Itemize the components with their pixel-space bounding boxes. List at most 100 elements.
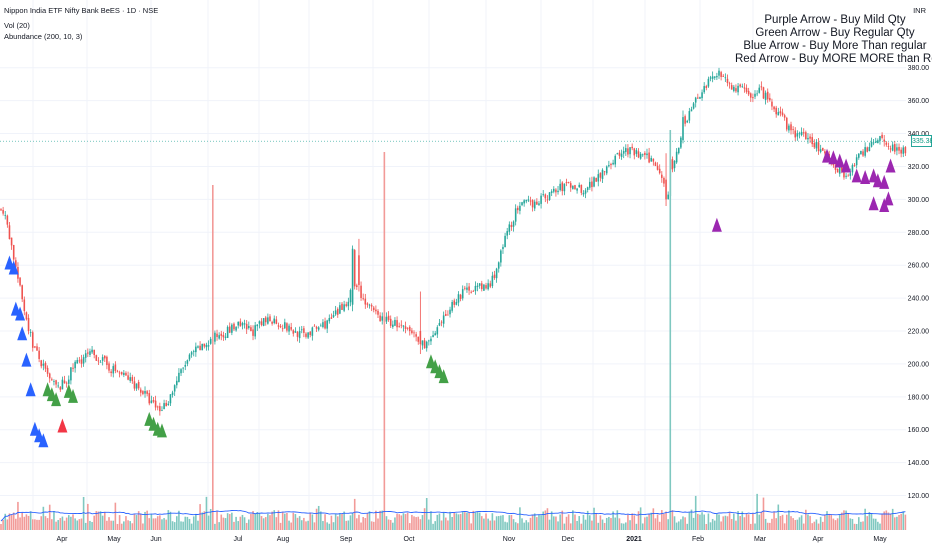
candle-body: [688, 111, 691, 121]
candle-body: [315, 327, 318, 329]
candle-body: [866, 147, 869, 152]
abundance-indicator-label[interactable]: Abundance (200, 10, 3): [4, 32, 83, 41]
candle-body: [245, 323, 248, 330]
volume-bar: [139, 514, 142, 530]
candle-body: [654, 162, 657, 166]
candle-body: [817, 142, 820, 152]
volume-bar: [508, 515, 511, 530]
x-tick-label: Aug: [277, 536, 290, 543]
candle-body: [845, 175, 847, 177]
candle-body: [4, 215, 7, 216]
candle-body: [656, 165, 659, 170]
volume-bar: [536, 517, 538, 530]
candle-body: [214, 332, 216, 342]
candle-body: [258, 321, 261, 324]
volume-bar: [89, 520, 91, 530]
candle-body: [169, 394, 172, 404]
volume-bar: [851, 518, 854, 530]
candle-body: [364, 298, 367, 305]
purple-arrow: [868, 196, 879, 211]
candle-body: [237, 321, 240, 326]
volume-bar: [661, 510, 663, 530]
candle-body: [519, 205, 521, 211]
volume-bar: [682, 516, 684, 530]
volume-bar: [315, 508, 318, 530]
candle-body: [447, 314, 449, 316]
volume-bar: [821, 521, 824, 530]
candle-body: [415, 334, 417, 337]
volume-bar: [749, 523, 752, 530]
volume-bar: [673, 516, 676, 530]
volume-bar: [330, 515, 333, 530]
volume-bar: [887, 512, 890, 530]
volume-bar: [654, 518, 657, 530]
volume-bar: [294, 514, 297, 530]
volume-bar: [264, 517, 267, 530]
volume-bar: [817, 523, 820, 530]
candle-body: [44, 362, 47, 369]
x-tick-label: Nov: [503, 536, 516, 543]
volume-bar: [72, 514, 74, 530]
volume-bar: [610, 517, 612, 530]
candle-body: [735, 88, 737, 92]
purple-arrow: [851, 168, 862, 183]
symbol-title[interactable]: Nippon India ETF Nifty Bank BeES · 1D · …: [4, 6, 159, 15]
volume-bar: [398, 514, 400, 530]
candle-body: [292, 330, 295, 334]
candle-body: [891, 144, 894, 151]
volume-bar: [396, 513, 398, 530]
candle-body: [59, 387, 62, 390]
y-tick-label: 160.00: [908, 427, 930, 434]
volume-bar: [385, 516, 388, 530]
candle-body: [233, 323, 235, 330]
candle-body: [737, 85, 739, 93]
candle-body: [216, 333, 218, 337]
volume-indicator-label[interactable]: Vol (20): [4, 21, 30, 30]
volume-bar: [387, 519, 390, 530]
candle-body: [864, 147, 866, 156]
volume-bar: [796, 519, 799, 530]
volume-bar: [773, 511, 775, 530]
volume-bar: [159, 515, 161, 530]
volume-bar: [419, 519, 422, 530]
volume-bar: [42, 506, 45, 530]
volume-bar: [288, 520, 290, 530]
volume-bar: [811, 523, 813, 530]
candle-body: [67, 379, 70, 384]
volume-bar: [455, 513, 458, 530]
candle-body: [133, 381, 136, 389]
candle-body: [188, 354, 191, 360]
candle-body: [118, 372, 121, 374]
candle-body: [752, 97, 754, 99]
volume-bar: [771, 518, 773, 530]
volume-bar: [6, 519, 9, 530]
volume-bar: [853, 523, 856, 530]
volume-bar: [29, 511, 32, 530]
candle-body: [218, 335, 220, 339]
volume-bar: [684, 517, 686, 530]
volume-bar: [59, 518, 62, 530]
candle-body: [31, 332, 34, 348]
candle-body: [847, 175, 849, 177]
candle-body: [394, 319, 396, 326]
volume-bar: [169, 511, 172, 530]
candle-body: [311, 327, 314, 336]
candle-body: [531, 200, 534, 208]
candle-body: [99, 361, 102, 363]
y-tick-label: 120.00: [908, 493, 930, 500]
volume-bar: [351, 512, 354, 530]
candle-body: [428, 340, 430, 342]
candle-body: [747, 90, 750, 95]
volume-bar: [790, 516, 792, 530]
volume-bar: [798, 517, 801, 530]
volume-bar: [512, 519, 515, 530]
volume-bar: [447, 520, 449, 530]
volume-bar: [0, 523, 2, 530]
volume-bar: [612, 511, 614, 530]
candle-body: [540, 195, 542, 204]
volume-bar: [137, 511, 140, 530]
candle-body: [389, 318, 392, 326]
volume-bar: [80, 518, 83, 530]
candle-body: [146, 391, 148, 394]
